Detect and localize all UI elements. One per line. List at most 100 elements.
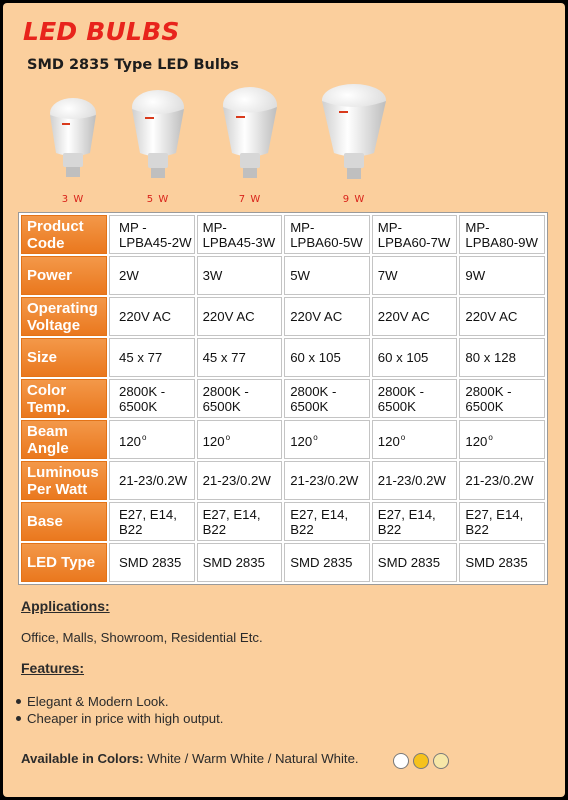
bulb-wattage-label: 9 W	[342, 194, 366, 205]
table-cell: 120o	[459, 420, 545, 459]
table-cell: SMD 2835	[196, 543, 283, 582]
table-row: Operating Voltage 220V AC 220V AC 220V A…	[21, 297, 545, 336]
features-heading: Features:	[21, 660, 85, 676]
applications-heading: Applications:	[21, 598, 110, 614]
degree-mark: o	[225, 433, 231, 442]
table-cell: 120o	[109, 420, 195, 459]
row-label: Color Temp.	[21, 379, 107, 418]
table-row: Luminous Per Watt 21-23/0.2W 21-23/0.2W …	[21, 461, 545, 500]
led-bulb-icon	[223, 87, 277, 178]
page-title: LED BULBS	[23, 17, 180, 46]
bulb-wattage-label: 3 W	[61, 194, 85, 205]
table-cell: 21-23/0.2W	[109, 461, 195, 500]
table-cell: 2800K - 6500K	[371, 379, 458, 418]
table-cell: MP- LPBA45-3W	[196, 215, 283, 254]
beam-angle-value: 120	[119, 434, 142, 449]
table-cell: 60 x 105	[284, 338, 370, 377]
degree-mark: o	[400, 433, 406, 442]
degree-mark: o	[488, 433, 493, 442]
bulb-image-3: 7 W	[205, 83, 295, 205]
row-label: Size	[21, 338, 107, 377]
table-cell: 80 x 128	[459, 338, 545, 377]
table-cell: 2800K - 6500K	[109, 379, 195, 418]
bulb-wattage-label: 5 W	[146, 194, 170, 205]
table-cell: MP- LPBA60-7W	[371, 215, 458, 254]
table-row: Beam Angle 120o 120o 120o 120o 120o	[21, 420, 545, 459]
table-cell: 220V AC	[371, 297, 458, 336]
beam-angle-value: 120	[465, 434, 488, 449]
table-cell: 45 x 77	[109, 338, 195, 377]
table-cell: 220V AC	[284, 297, 370, 336]
table-cell: 21-23/0.2W	[371, 461, 458, 500]
row-label: Product Code	[21, 215, 107, 254]
applications-text: Office, Malls, Showroom, Residential Etc…	[21, 630, 263, 645]
beam-angle-value: 120	[202, 434, 225, 449]
row-label: Power	[21, 256, 107, 295]
list-item: Cheaper in price with high output.	[16, 710, 223, 727]
color-swatch-natural-white	[433, 753, 449, 769]
table-row: Size 45 x 77 45 x 77 60 x 105 60 x 105 8…	[21, 338, 545, 377]
table-cell: 220V AC	[196, 297, 283, 336]
color-swatch-warm-white	[413, 753, 429, 769]
table-cell: SMD 2835	[459, 543, 545, 582]
table-row: Power 2W 3W 5W 7W 9W	[21, 256, 545, 295]
available-colors-label: Available in Colors:	[21, 751, 144, 766]
table-row: Product Code MP - LPBA45-2W MP- LPBA45-3…	[21, 215, 545, 254]
table-cell: 7W	[371, 256, 458, 295]
table-row: LED Type SMD 2835 SMD 2835 SMD 2835 SMD …	[21, 543, 545, 582]
bulb-wattage-label: 7 W	[238, 194, 262, 205]
row-label: LED Type	[21, 543, 107, 582]
led-bulb-icon	[132, 90, 184, 178]
page-subtitle: SMD 2835 Type LED Bulbs	[27, 57, 239, 73]
bulb-image-1: 3 W	[28, 83, 118, 205]
beam-angle-value: 120	[290, 434, 313, 449]
available-colors-text: White / Warm White / Natural White.	[147, 751, 359, 766]
feature-text: Cheaper in price with high output.	[27, 711, 224, 726]
table-cell: SMD 2835	[371, 543, 458, 582]
table-cell: SMD 2835	[284, 543, 370, 582]
specification-table: Product Code MP - LPBA45-2W MP- LPBA45-3…	[18, 212, 548, 585]
table-cell: 120o	[371, 420, 458, 459]
table-cell: 2800K - 6500K	[284, 379, 370, 418]
table-cell: MP- LPBA80-9W	[459, 215, 545, 254]
table-cell: 5W	[284, 256, 370, 295]
row-label: Base	[21, 502, 107, 541]
bulb-image-2: 5 W	[113, 83, 203, 205]
table-cell: E27, E14, B22	[109, 502, 195, 541]
table-cell: 2800K - 6500K	[196, 379, 283, 418]
table-cell: 120o	[196, 420, 283, 459]
color-swatch-white	[393, 753, 409, 769]
table-row: Base E27, E14, B22 E27, E14, B22 E27, E1…	[21, 502, 545, 541]
table-cell: 2800K - 6500K	[459, 379, 545, 418]
table-cell: 45 x 77	[196, 338, 283, 377]
table-cell: MP- LPBA60-5W	[284, 215, 370, 254]
bullet-icon	[16, 716, 21, 722]
table-cell: 120o	[284, 420, 370, 459]
table-cell: 3W	[196, 256, 283, 295]
table-cell: 60 x 105	[371, 338, 458, 377]
table-cell: 21-23/0.2W	[459, 461, 545, 500]
table-cell: MP - LPBA45-2W	[109, 215, 195, 254]
bullet-icon	[16, 699, 21, 705]
degree-mark: o	[313, 433, 318, 442]
degree-mark: o	[142, 433, 147, 442]
feature-text: Elegant & Modern Look.	[27, 694, 169, 709]
row-label: Luminous Per Watt	[21, 461, 107, 500]
table-cell: 21-23/0.2W	[196, 461, 283, 500]
table-cell: 220V AC	[109, 297, 195, 336]
table-cell: 2W	[109, 256, 195, 295]
available-colors: Available in Colors: White / Warm White …	[21, 751, 359, 766]
list-item: Elegant & Modern Look.	[16, 693, 223, 710]
beam-angle-value: 120	[377, 434, 400, 449]
led-bulb-icon	[50, 98, 96, 177]
table-cell: E27, E14, B22	[371, 502, 458, 541]
table-cell: 9W	[459, 256, 545, 295]
table-cell: E27, E14, B22	[284, 502, 370, 541]
features-list: Elegant & Modern Look. Cheaper in price …	[16, 693, 223, 727]
table-cell: E27, E14, B22	[196, 502, 283, 541]
led-bulb-icon	[322, 84, 386, 179]
table-cell: E27, E14, B22	[459, 502, 545, 541]
table-row: Color Temp. 2800K - 6500K 2800K - 6500K …	[21, 379, 545, 418]
row-label: Operating Voltage	[21, 297, 107, 336]
table-cell: 220V AC	[459, 297, 545, 336]
